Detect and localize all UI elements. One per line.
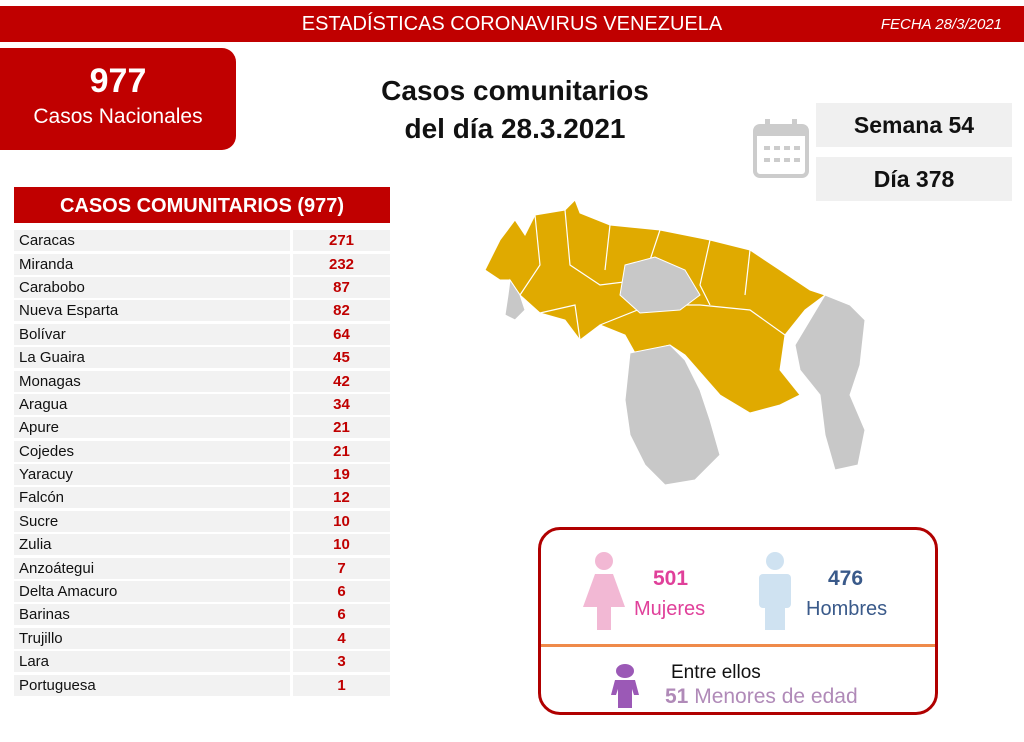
calendar-icon xyxy=(753,119,809,178)
minors-count: 51 xyxy=(665,685,689,708)
table-row: Monagas 42 xyxy=(14,369,390,392)
state-cases: 12 xyxy=(293,487,390,509)
venezuela-map xyxy=(484,199,866,486)
men-count: 476 xyxy=(828,567,864,590)
state-cases: 10 xyxy=(293,534,390,556)
state-cases: 42 xyxy=(293,370,390,392)
state-name: Caracas xyxy=(14,230,290,252)
table-row: Yaracuy 19 xyxy=(14,463,390,486)
state-cases: 34 xyxy=(293,393,390,415)
state-name: La Guaira xyxy=(14,347,290,369)
state-cases: 3 xyxy=(293,651,390,673)
table-row: Cojedes 21 xyxy=(14,440,390,463)
table-header: CASOS COMUNITARIOS (977) xyxy=(14,187,390,223)
state-name: Aragua xyxy=(14,393,290,415)
table-row: Bolívar 64 xyxy=(14,323,390,346)
state-cases: 10 xyxy=(293,510,390,532)
title-line-1: Casos comunitarios xyxy=(381,75,649,106)
women-label: Mujeres xyxy=(634,598,706,620)
state-name: Apure xyxy=(14,417,290,439)
state-cases: 21 xyxy=(293,440,390,462)
man-icon xyxy=(759,552,791,630)
state-cases: 64 xyxy=(293,323,390,345)
minors-label: Menores de edad xyxy=(694,685,858,708)
week-label: Semana 54 xyxy=(816,103,1012,147)
map-grey-states xyxy=(504,256,866,486)
state-cases: 6 xyxy=(293,581,390,603)
divider xyxy=(541,644,935,647)
state-name: Zulia xyxy=(14,534,290,556)
state-cases: 7 xyxy=(293,557,390,579)
men-label: Hombres xyxy=(806,598,888,620)
state-name: Falcón xyxy=(14,487,290,509)
table-row: Falcón 12 xyxy=(14,486,390,509)
table-row: La Guaira 45 xyxy=(14,346,390,369)
table-row: Caracas 271 xyxy=(14,229,390,252)
woman-icon xyxy=(583,552,625,630)
state-cases: 82 xyxy=(293,300,390,322)
state-cases: 21 xyxy=(293,417,390,439)
state-cases: 19 xyxy=(293,464,390,486)
gender-summary-box: 501 Mujeres 476 Hombres Entre ellos 51 M… xyxy=(538,527,938,715)
state-name: Portuguesa xyxy=(14,674,290,696)
state-name: Lara xyxy=(14,651,290,673)
state-name: Sucre xyxy=(14,510,290,532)
table-row: Nueva Esparta 82 xyxy=(14,299,390,322)
table-row: Anzoátegui 7 xyxy=(14,556,390,579)
state-name: Yaracuy xyxy=(14,464,290,486)
state-cases: 4 xyxy=(293,627,390,649)
table-row: Zulia 10 xyxy=(14,533,390,556)
state-name: Nueva Esparta xyxy=(14,300,290,322)
minors-line: 51 Menores de edad xyxy=(665,685,858,709)
state-cases: 271 xyxy=(293,230,390,252)
table-row: Aragua 34 xyxy=(14,393,390,416)
state-name: Trujillo xyxy=(14,627,290,649)
title-line-2: del día 28.3.2021 xyxy=(404,113,626,144)
table-row: Sucre 10 xyxy=(14,510,390,533)
national-cases-value: 977 xyxy=(89,62,147,100)
state-cases: 87 xyxy=(293,276,390,298)
women-count: 501 xyxy=(653,567,689,590)
table-row: Barinas 6 xyxy=(14,603,390,626)
table-row: Miranda 232 xyxy=(14,252,390,275)
state-name: Delta Amacuro xyxy=(14,581,290,603)
state-name: Cojedes xyxy=(14,440,290,462)
national-cases-label: Casos Nacionales xyxy=(33,105,203,128)
table-row: Lara 3 xyxy=(14,650,390,673)
day-label: Día 378 xyxy=(816,157,1012,201)
child-icon xyxy=(611,664,639,708)
banner-date: FECHA 28/3/2021 xyxy=(880,16,1002,33)
page-title: Casos comunitarios del día 28.3.2021 xyxy=(340,72,690,148)
table-row: Delta Amacuro 6 xyxy=(14,580,390,603)
state-name: Anzoátegui xyxy=(14,557,290,579)
state-name: Miranda xyxy=(14,253,290,275)
state-name: Barinas xyxy=(14,604,290,626)
state-cases: 45 xyxy=(293,347,390,369)
table-row: Apure 21 xyxy=(14,416,390,439)
state-cases: 6 xyxy=(293,604,390,626)
state-cases: 232 xyxy=(293,253,390,275)
table-row: Trujillo 4 xyxy=(14,627,390,650)
table-row: Portuguesa 1 xyxy=(14,673,390,696)
minors-intro: Entre ellos xyxy=(671,662,761,683)
table-row: Carabobo 87 xyxy=(14,276,390,299)
state-name: Carabobo xyxy=(14,276,290,298)
top-banner: ESTADÍSTICAS CORONAVIRUS VENEZUELA FECHA… xyxy=(0,6,1024,42)
state-name: Bolívar xyxy=(14,323,290,345)
state-name: Monagas xyxy=(14,370,290,392)
banner-title: ESTADÍSTICAS CORONAVIRUS VENEZUELA xyxy=(301,13,723,35)
state-cases: 1 xyxy=(293,674,390,696)
cases-table: Caracas 271 Miranda 232 Carabobo 87 Nueva Espa… xyxy=(14,229,390,697)
national-cases-box: 977 Casos Nacionales xyxy=(0,48,236,150)
